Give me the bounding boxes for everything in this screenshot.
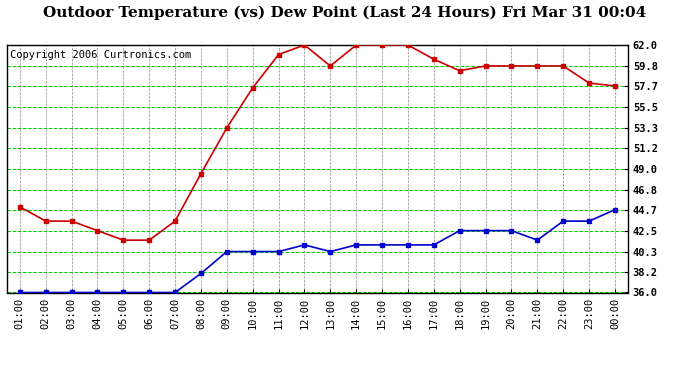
Text: Outdoor Temperature (vs) Dew Point (Last 24 Hours) Fri Mar 31 00:04: Outdoor Temperature (vs) Dew Point (Last…	[43, 6, 647, 20]
Text: Copyright 2006 Curtronics.com: Copyright 2006 Curtronics.com	[10, 50, 191, 60]
